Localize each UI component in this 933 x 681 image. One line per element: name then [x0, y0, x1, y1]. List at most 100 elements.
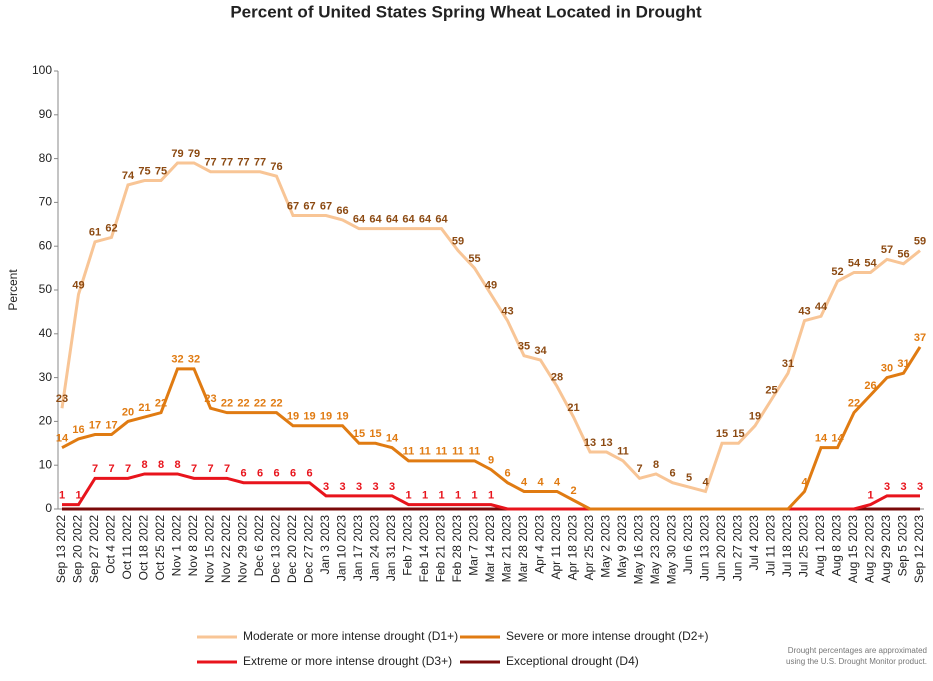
data-label: 75 [138, 165, 150, 177]
data-label: 26 [864, 380, 876, 392]
data-label: 2 [570, 485, 576, 497]
data-label: 21 [138, 402, 150, 414]
y-tick-label: 90 [39, 107, 53, 121]
data-label: 4 [702, 476, 709, 488]
data-label: 1 [471, 490, 477, 502]
data-label: 1 [75, 490, 81, 502]
y-tick-label: 50 [39, 282, 53, 296]
data-label: 7 [636, 463, 642, 475]
data-label: 23 [56, 393, 68, 405]
data-label: 15 [353, 428, 365, 440]
data-label: 3 [339, 481, 345, 493]
data-label: 3 [372, 481, 378, 493]
data-label: 3 [900, 481, 906, 493]
x-tick-label: Aug 29 2023 [879, 515, 893, 583]
data-label: 54 [864, 257, 877, 269]
x-tick-label: May 30 2023 [665, 515, 679, 585]
legend-label: Severe or more intense drought (D2+) [506, 629, 708, 643]
data-label: 59 [452, 235, 464, 247]
data-label: 11 [452, 446, 464, 458]
data-label: 75 [155, 165, 167, 177]
data-label: 4 [554, 476, 561, 488]
x-tick-label: Apr 4 2023 [533, 515, 547, 574]
data-label: 49 [72, 279, 84, 291]
data-label: 7 [108, 463, 114, 475]
data-label: 32 [188, 354, 200, 366]
data-label: 30 [881, 363, 893, 375]
data-label: 17 [89, 419, 101, 431]
data-label: 5 [686, 472, 692, 484]
x-tick-label: Sep 27 2022 [87, 515, 101, 583]
data-label: 23 [204, 393, 216, 405]
data-label: 13 [600, 437, 612, 449]
data-label: 49 [485, 279, 497, 291]
x-tick-label: Jul 25 2023 [797, 515, 811, 577]
x-tick-label: Sep 12 2023 [912, 515, 926, 583]
x-tick-label: Aug 15 2023 [846, 515, 860, 583]
data-label: 21 [567, 402, 579, 414]
data-label: 62 [105, 222, 117, 234]
data-label: 3 [356, 481, 362, 493]
data-label: 37 [914, 332, 926, 344]
x-tick-label: Nov 8 2022 [186, 515, 200, 577]
data-label: 17 [105, 419, 117, 431]
data-label: 56 [897, 249, 909, 261]
data-label: 7 [224, 463, 230, 475]
data-label: 11 [617, 446, 629, 458]
x-tick-label: Mar 7 2023 [467, 515, 481, 576]
data-label: 77 [204, 157, 216, 169]
data-label: 3 [884, 481, 890, 493]
data-label: 22 [848, 398, 860, 410]
data-label: 6 [504, 468, 510, 480]
data-label: 44 [815, 301, 828, 313]
x-tick-label: Oct 4 2022 [104, 515, 118, 574]
y-tick-label: 30 [39, 370, 53, 384]
data-label: 79 [171, 148, 183, 160]
data-label: 19 [303, 411, 315, 423]
data-label: 64 [435, 214, 448, 226]
x-tick-label: Sep 5 2023 [896, 515, 910, 577]
data-label: 3 [917, 481, 923, 493]
data-label: 79 [188, 148, 200, 160]
data-label: 20 [122, 406, 134, 418]
data-label: 3 [389, 481, 395, 493]
x-tick-label: Jan 10 2023 [335, 515, 349, 581]
x-tick-label: Jun 13 2023 [698, 515, 712, 581]
data-label: 1 [867, 490, 873, 502]
data-label: 1 [438, 490, 444, 502]
x-tick-label: Jun 6 2023 [681, 515, 695, 575]
data-label: 64 [386, 214, 399, 226]
x-tick-label: Aug 1 2023 [813, 515, 827, 577]
x-tick-label: Feb 7 2023 [401, 515, 415, 576]
data-label: 1 [59, 490, 65, 502]
data-label: 14 [815, 433, 828, 445]
x-tick-label: Jun 27 2023 [731, 515, 745, 581]
data-label: 15 [732, 428, 744, 440]
data-label: 64 [419, 214, 432, 226]
data-label: 34 [534, 345, 547, 357]
x-tick-label: Dec 13 2022 [269, 515, 283, 583]
y-tick-label: 60 [39, 238, 53, 252]
x-tick-label: May 2 2023 [599, 515, 613, 578]
data-label: 74 [122, 170, 135, 182]
data-label: 15 [369, 428, 381, 440]
y-tick-label: 80 [39, 151, 53, 165]
x-tick-label: Feb 14 2023 [417, 515, 431, 583]
data-label: 61 [89, 227, 101, 239]
data-label: 6 [273, 468, 279, 480]
y-tick-label: 0 [45, 501, 52, 515]
legend-label: Exceptional drought (D4) [506, 654, 639, 668]
data-label: 19 [320, 411, 332, 423]
data-label: 3 [323, 481, 329, 493]
data-label: 43 [798, 306, 810, 318]
data-label: 22 [254, 398, 266, 410]
y-tick-label: 100 [32, 63, 52, 77]
x-tick-label: Jul 18 2023 [780, 515, 794, 577]
data-label: 1 [405, 490, 411, 502]
x-tick-label: Apr 11 2023 [549, 515, 563, 580]
x-tick-label: Jan 24 2023 [368, 515, 382, 581]
data-label: 77 [237, 157, 249, 169]
data-label: 6 [257, 468, 263, 480]
legend-label: Extreme or more intense drought (D3+) [243, 654, 452, 668]
data-label: 54 [848, 257, 861, 269]
